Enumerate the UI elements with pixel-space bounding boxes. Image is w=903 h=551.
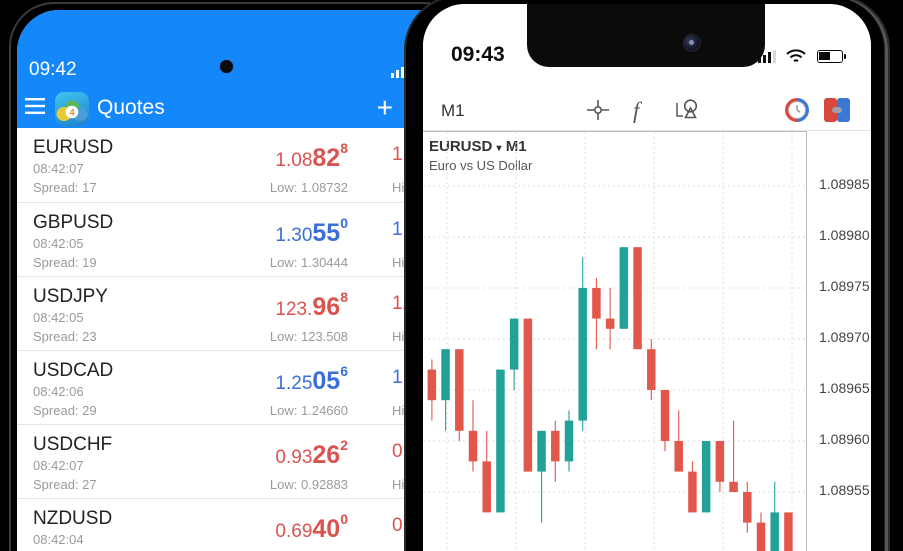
svg-text:4: 4 — [69, 107, 74, 117]
